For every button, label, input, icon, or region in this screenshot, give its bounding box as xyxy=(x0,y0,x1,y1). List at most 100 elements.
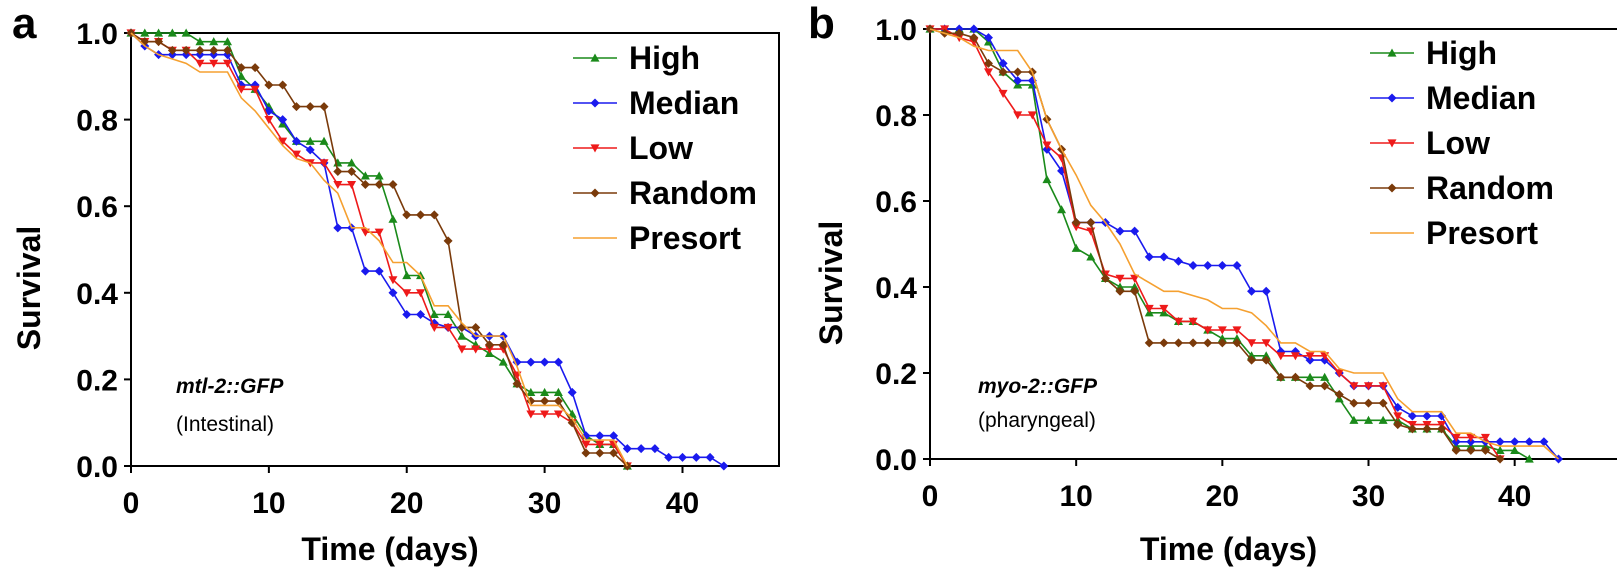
data-point xyxy=(1173,256,1183,266)
data-point xyxy=(429,210,439,220)
x-tick-label: 40 xyxy=(666,487,699,520)
data-point xyxy=(347,158,357,167)
data-point xyxy=(705,452,715,462)
data-point xyxy=(1247,286,1257,296)
legend-marker xyxy=(1387,93,1397,103)
legend-label: Low xyxy=(1426,125,1490,161)
data-point xyxy=(388,180,398,190)
data-point xyxy=(154,28,164,37)
y-tick-label: 0.4 xyxy=(76,278,118,311)
data-point xyxy=(691,452,701,462)
data-point xyxy=(1495,445,1505,454)
data-point xyxy=(1466,445,1476,455)
data-point xyxy=(1305,352,1315,361)
panel-letter: a xyxy=(12,0,37,48)
data-point xyxy=(1159,338,1169,348)
data-point xyxy=(1349,415,1359,424)
data-point xyxy=(664,452,674,462)
data-point xyxy=(333,223,343,233)
data-point xyxy=(983,68,993,77)
data-point xyxy=(1217,261,1227,270)
data-point xyxy=(388,288,398,298)
data-point xyxy=(360,171,370,180)
data-point xyxy=(1451,433,1461,442)
data-point xyxy=(402,210,412,220)
data-point xyxy=(540,357,550,367)
data-point xyxy=(291,136,301,146)
series-line xyxy=(929,28,1560,460)
legend-item: Low xyxy=(573,130,693,166)
data-point xyxy=(540,396,550,406)
legend-label: Presort xyxy=(1426,215,1538,251)
data-point xyxy=(278,137,288,146)
y-tick-label: 0.0 xyxy=(76,451,118,484)
data-point xyxy=(1203,261,1213,270)
data-point xyxy=(1276,372,1286,382)
data-point xyxy=(512,379,522,389)
legend-item: Median xyxy=(1370,80,1536,116)
data-point xyxy=(1100,273,1110,283)
data-point xyxy=(1144,252,1154,262)
y-tick-label: 1.0 xyxy=(875,14,917,47)
data-point xyxy=(998,58,1008,68)
data-point xyxy=(402,289,412,298)
legend-marker xyxy=(1387,183,1397,193)
data-point xyxy=(347,167,357,177)
data-point xyxy=(264,80,274,90)
data-point xyxy=(1349,382,1359,391)
x-axis-label: Time (days) xyxy=(301,531,478,567)
x-tick-label: 20 xyxy=(1206,480,1239,513)
data-point xyxy=(1042,141,1052,150)
x-tick-label: 30 xyxy=(528,487,561,520)
y-tick-label: 0.0 xyxy=(875,444,917,477)
data-point xyxy=(1115,286,1125,296)
data-point xyxy=(278,80,288,90)
data-point xyxy=(305,136,315,145)
data-point xyxy=(360,180,370,190)
data-point xyxy=(1539,437,1549,447)
data-point xyxy=(416,309,426,319)
data-point xyxy=(1378,382,1388,391)
x-tick-label: 10 xyxy=(1059,480,1092,513)
data-point xyxy=(1130,286,1140,296)
data-point xyxy=(1364,382,1374,391)
x-tick-label: 10 xyxy=(252,487,285,520)
data-point xyxy=(1305,381,1315,391)
data-point xyxy=(1232,261,1242,270)
data-point xyxy=(540,410,550,419)
data-point xyxy=(484,345,494,354)
data-point xyxy=(1276,352,1286,361)
data-point xyxy=(1261,286,1271,296)
data-point xyxy=(1480,433,1490,442)
data-point xyxy=(1422,411,1432,421)
data-point xyxy=(402,309,412,319)
chart-panel-a: a 0.0 0.2 0.4 0.6 0.8 1.0 0 10 20 30 40 Time (days) S… xyxy=(11,0,780,567)
data-point xyxy=(195,45,205,55)
data-point xyxy=(1290,372,1300,382)
data-point xyxy=(1364,415,1374,424)
data-point xyxy=(360,266,370,276)
panel-letter: b xyxy=(808,0,835,48)
data-point xyxy=(223,45,233,55)
y-tick-label: 0.8 xyxy=(875,100,917,133)
data-point xyxy=(319,159,329,168)
legend-label: Low xyxy=(629,130,693,166)
data-point xyxy=(167,45,177,55)
legend-label: Median xyxy=(1426,80,1536,116)
data-point xyxy=(1393,412,1403,421)
legend-label: Random xyxy=(629,175,757,211)
data-point xyxy=(498,357,508,366)
x-tick-label: 40 xyxy=(1498,480,1531,513)
data-point xyxy=(291,102,301,112)
data-point xyxy=(250,63,260,73)
legend-item: Median xyxy=(573,85,739,121)
data-point xyxy=(264,116,274,125)
x-tick-label: 0 xyxy=(922,480,939,513)
legend-marker xyxy=(590,53,600,62)
data-point xyxy=(553,387,563,396)
legend-item: Random xyxy=(1370,170,1554,206)
data-point xyxy=(1495,454,1505,464)
data-point xyxy=(1261,339,1271,348)
data-point xyxy=(1320,381,1330,391)
